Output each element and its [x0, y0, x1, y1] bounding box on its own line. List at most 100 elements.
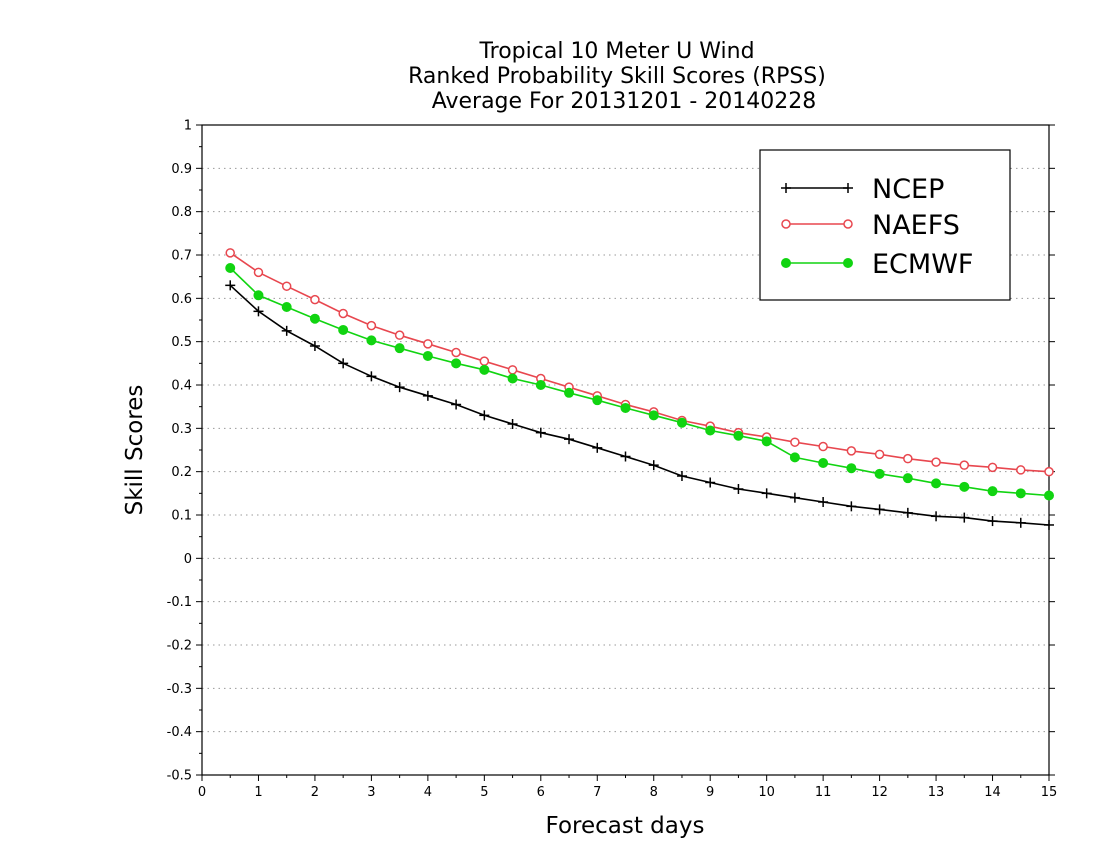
- data-point-naefs: [253, 267, 264, 278]
- data-point-ecmwf: [451, 358, 462, 369]
- data-point-naefs: [818, 441, 828, 452]
- data-point-ncep: [818, 497, 829, 507]
- data-point-ncep: [535, 427, 546, 438]
- data-point-ncep: [225, 280, 236, 291]
- x-tick-label: 1: [254, 785, 262, 800]
- data-point-ncep: [366, 371, 377, 382]
- data-point-ncep: [733, 484, 744, 494]
- data-point-ecmwf: [338, 324, 349, 335]
- data-point-ecmwf: [676, 417, 687, 428]
- legend-marker: [843, 258, 853, 268]
- data-point-ecmwf: [761, 436, 772, 447]
- y-tick-label: -0.2: [167, 639, 192, 654]
- data-point-ncep: [1044, 519, 1054, 530]
- x-tick-label: 2: [311, 785, 319, 800]
- data-point-ncep: [676, 471, 687, 481]
- x-tick-label: 3: [367, 785, 375, 800]
- y-tick-label: 0.9: [171, 162, 192, 177]
- data-point-naefs: [225, 248, 235, 258]
- x-tick-label: 0: [198, 785, 206, 800]
- data-point-ncep: [959, 512, 970, 523]
- data-point-ecmwf: [281, 302, 292, 312]
- data-point-naefs: [846, 446, 857, 456]
- data-point-ncep: [846, 501, 857, 512]
- series-ncep: [225, 280, 1054, 530]
- data-point-ncep: [1015, 517, 1026, 528]
- data-point-naefs: [874, 449, 885, 460]
- data-point-ncep: [564, 434, 575, 445]
- data-point-ncep: [394, 382, 405, 393]
- data-point-ncep: [902, 507, 913, 518]
- data-point-ecmwf: [479, 364, 490, 375]
- data-point-ncep: [338, 358, 349, 369]
- data-point-ncep: [931, 511, 942, 522]
- data-point-ecmwf: [253, 290, 264, 301]
- y-tick-label: 0.7: [171, 249, 192, 264]
- data-point-ecmwf: [648, 410, 659, 421]
- legend-marker: [843, 183, 853, 193]
- data-point-ecmwf: [931, 478, 942, 489]
- data-point-ecmwf: [846, 463, 857, 474]
- data-point-naefs: [903, 453, 913, 464]
- y-tick-label: 0.6: [171, 292, 192, 307]
- x-tick-label: 7: [593, 785, 601, 800]
- data-point-ecmwf: [874, 468, 885, 479]
- y-tick-label: 0.4: [171, 379, 192, 394]
- legend: NCEP NAEFS ECMWF: [759, 149, 1011, 301]
- axis-ticks: 1 0.9 0.8 0.7 0.6 0.5 0.4 0.3 0.2 0.1 0 -0.1 -0.2 -0.…: [167, 119, 1058, 801]
- chart-title-line-3: Average For 20131201 - 20140228: [432, 89, 817, 114]
- x-axis-title: Forecast days: [546, 813, 705, 839]
- y-tick-label: -0.4: [167, 725, 192, 740]
- data-point-naefs: [423, 339, 433, 349]
- y-tick-label: -0.3: [167, 682, 192, 697]
- data-point-ncep: [309, 341, 320, 351]
- data-point-ecmwf: [564, 387, 575, 398]
- data-point-ecmwf: [1015, 488, 1026, 499]
- data-point-ncep: [987, 516, 998, 527]
- x-tick-label: 6: [537, 785, 545, 800]
- legend-label: ECMWF: [872, 249, 973, 280]
- x-tick-label: 10: [758, 785, 775, 800]
- data-point-ecmwf: [507, 373, 518, 384]
- data-point-naefs: [451, 347, 461, 358]
- data-point-ncep: [592, 442, 603, 453]
- data-point-ecmwf: [959, 481, 970, 492]
- legend-box: [759, 149, 1011, 301]
- data-point-ecmwf: [620, 402, 631, 413]
- data-point-ncep: [422, 390, 433, 401]
- y-tick-label: 0.8: [171, 205, 192, 220]
- y-axis-title: Skill Scores: [122, 385, 148, 516]
- x-tick-label: 11: [815, 785, 832, 800]
- grid: [202, 167, 1049, 733]
- legend-marker: [843, 219, 853, 229]
- x-tick-label: 4: [424, 785, 432, 800]
- data-point-ecmwf: [818, 458, 829, 468]
- legend-marker: [781, 258, 791, 268]
- x-tick-label: 14: [984, 785, 1001, 800]
- data-point-ncep: [507, 419, 518, 429]
- x-tick-label: 9: [706, 785, 714, 800]
- x-tick-label: 8: [650, 785, 658, 800]
- data-point-naefs: [959, 460, 970, 470]
- data-point-ncep: [253, 306, 264, 317]
- legend-label: NAEFS: [872, 210, 960, 241]
- data-point-ecmwf: [733, 430, 744, 441]
- chart-title-line-1: Tropical 10 Meter U Wind: [478, 39, 754, 64]
- y-tick-label: -0.5: [167, 769, 192, 784]
- legend-item-ncep: NCEP: [781, 174, 944, 205]
- data-point-ncep: [705, 477, 716, 488]
- data-point-ncep: [648, 460, 659, 471]
- data-point-naefs: [338, 308, 348, 319]
- legend-marker: [781, 219, 791, 229]
- data-point-ncep: [620, 451, 631, 462]
- y-tick-label: 0.3: [171, 422, 192, 437]
- data-point-ecmwf: [535, 380, 546, 390]
- data-point-ncep: [761, 488, 772, 499]
- data-point-naefs: [310, 294, 320, 305]
- data-point-naefs: [931, 457, 941, 467]
- data-point-ecmwf: [789, 452, 800, 463]
- x-tick-label: 12: [871, 785, 888, 800]
- data-point-naefs: [1044, 466, 1054, 477]
- data-point-naefs: [281, 281, 292, 291]
